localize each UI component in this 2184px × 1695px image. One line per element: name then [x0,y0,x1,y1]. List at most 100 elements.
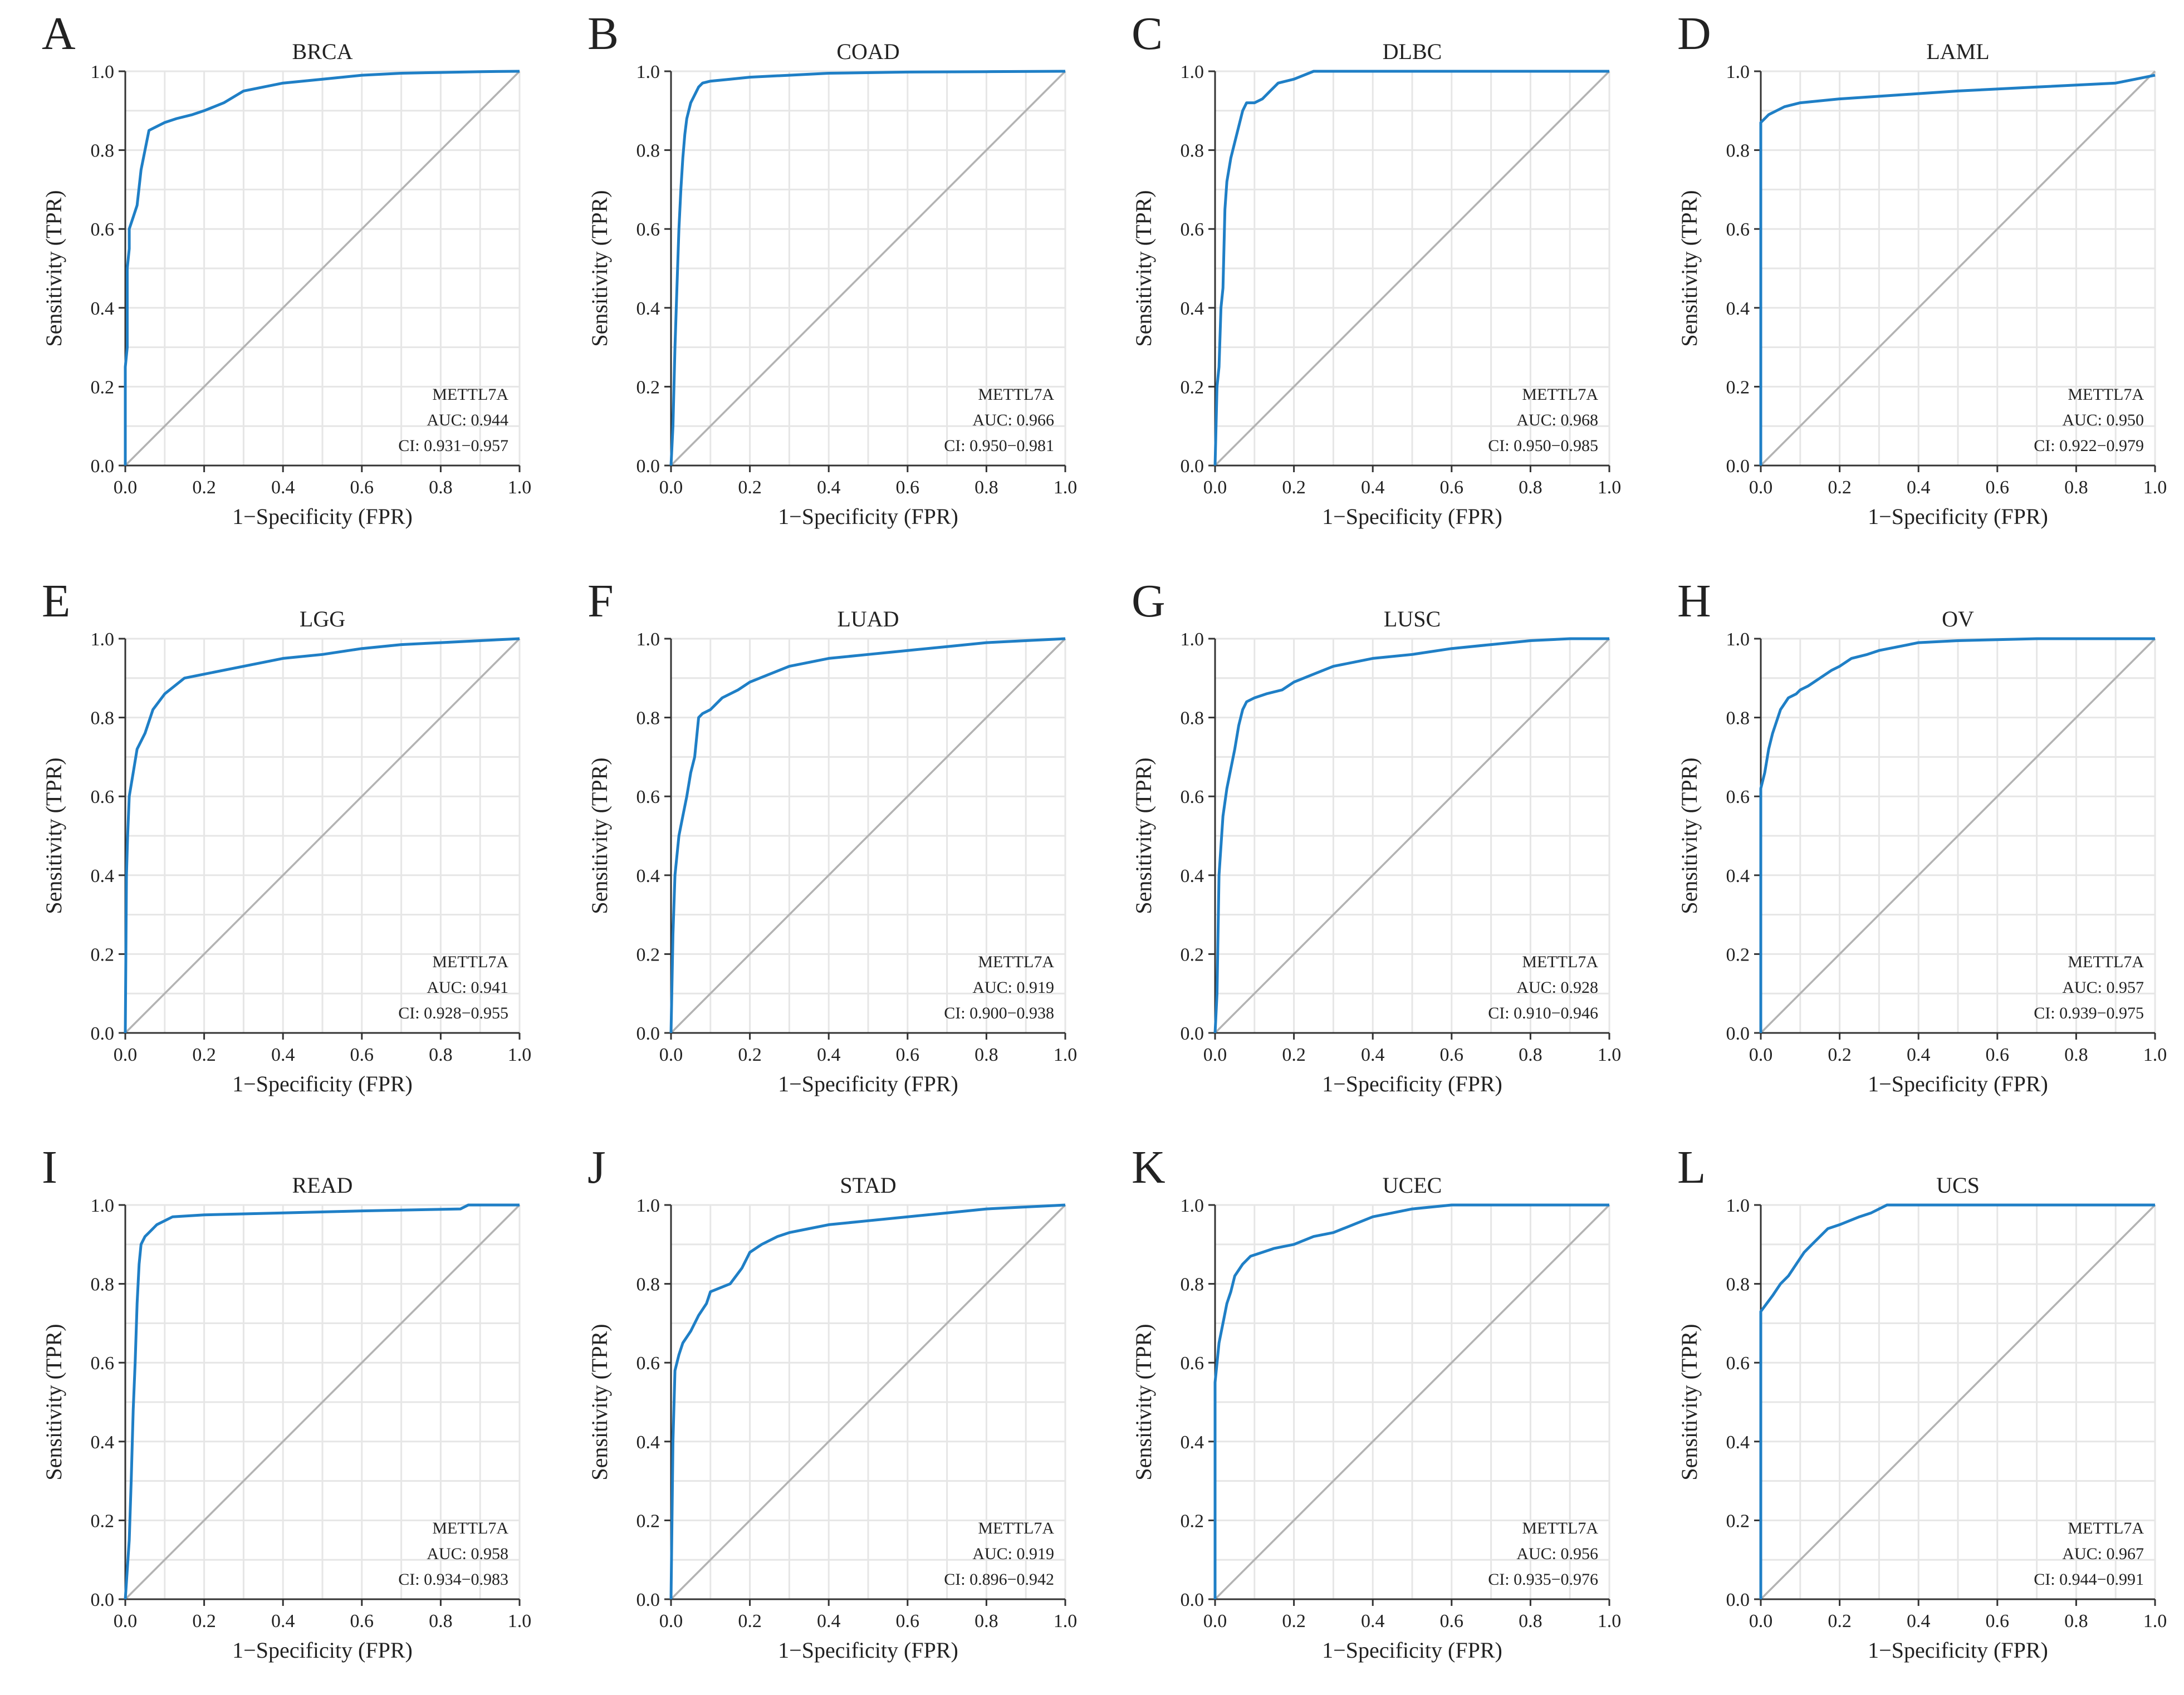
x-tick-label: 0.6 [1440,1045,1464,1065]
y-tick-label: 0.0 [1181,456,1204,477]
annotation-ci: CI: 0.910−0.946 [1488,1004,1598,1022]
x-tick-label: 0.4 [271,1045,295,1065]
panel-letter: L [1677,1142,1706,1193]
panel-e: 0.00.0 0.2 0.2 0.4 0.4 0.6 0.6 0.8 0.8 1.0 1.0 E LGG… [41,575,531,1096]
y-tick-label: 0.2 [91,1511,115,1531]
y-tick-label: 0.8 [636,1275,660,1295]
x-tick-label: 0.6 [896,1611,920,1632]
y-tick-label: 0.6 [91,1353,115,1374]
annotation-ci: CI: 0.935−0.976 [1488,1570,1598,1589]
annotation-gene: METTL7A [2068,385,2144,404]
x-axis-label: 1−Specificity (FPR) [1868,1638,2048,1663]
y-tick-label: 0.2 [91,944,115,965]
x-tick-label: 0.8 [975,1611,998,1632]
y-tick-label: 0.6 [1181,219,1204,240]
roc-curve-line [1213,70,1609,466]
y-tick-label: 0.4 [636,1432,660,1453]
annotation-auc: AUC: 0.956 [1516,1545,1598,1563]
y-axis-label: Sensitivity (TPR) [1131,190,1156,346]
panel-letter: B [587,8,619,60]
y-axis-label: Sensitivity (TPR) [587,1324,612,1480]
y-tick-label: 0.0 [91,1590,115,1610]
x-tick-label: 0.0 [1749,1045,1773,1065]
x-tick-label: 0.4 [1907,477,1931,498]
x-tick-label: 1.0 [508,1045,532,1065]
annotation-ci: CI: 0.931−0.957 [398,437,508,455]
x-tick-label: 0.6 [1986,477,2010,498]
x-tick-label: 0.8 [2064,1045,2088,1065]
x-tick-label: 1.0 [1598,1611,1622,1632]
x-tick-label: 1.0 [1054,1611,1078,1632]
panel-letter: D [1677,8,1711,60]
y-tick-label: 0.2 [636,377,660,398]
y-axis-label: Sensitivity (TPR) [1677,190,1702,346]
reference-diagonal [670,70,1066,467]
panel-c: 0.00.0 0.2 0.2 0.4 0.4 0.6 0.6 0.8 0.8 1.0 1.0 C DLB… [1131,8,1621,529]
panel-k: 0.00.0 0.2 0.2 0.4 0.4 0.6 0.6 0.8 0.8 1.0 1.0 K UCE… [1131,1142,1621,1663]
y-axis-label: Sensitivity (TPR) [1677,1324,1702,1480]
y-tick-label: 1.0 [636,62,660,82]
x-tick-label: 0.8 [1519,1045,1542,1065]
x-tick-label: 0.6 [1440,1611,1464,1632]
panel-title: UCS [1936,1173,1980,1198]
annotation-auc: AUC: 0.944 [427,411,508,429]
panel-letter: J [587,1142,606,1193]
x-tick-label: 1.0 [1054,1045,1078,1065]
panel-title: BRCA [292,39,353,64]
panel-letter: F [587,575,614,627]
panel-title: LAML [1926,39,1989,64]
x-tick-label: 0.0 [659,1611,683,1632]
x-tick-label: 0.2 [1282,477,1306,498]
y-tick-label: 0.8 [636,708,660,729]
panel-letter: I [42,1142,57,1193]
reference-diagonal [124,70,521,467]
panel-title: STAD [840,1173,896,1198]
y-tick-label: 0.8 [1181,141,1204,161]
x-tick-label: 0.0 [1203,1045,1227,1065]
y-tick-label: 0.0 [1726,1023,1750,1044]
x-tick-label: 0.6 [1986,1045,2010,1065]
y-tick-label: 1.0 [636,1196,660,1216]
x-tick-label: 0.4 [1361,1045,1385,1065]
annotation-gene: METTL7A [432,953,508,971]
x-tick-label: 0.0 [114,1045,138,1065]
reference-diagonal [124,1204,521,1600]
roc-curve-line [124,1203,520,1600]
y-tick-label: 0.6 [1181,787,1204,807]
x-tick-label: 0.4 [817,1611,841,1632]
roc-curve-line [1213,637,1609,1033]
x-tick-label: 0.4 [271,1611,295,1632]
y-tick-label: 0.2 [636,944,660,965]
y-tick-label: 0.6 [636,787,660,807]
y-tick-label: 0.4 [1726,1432,1750,1453]
x-axis-label: 1−Specificity (FPR) [232,1071,413,1096]
annotation-auc: AUC: 0.968 [1516,411,1598,429]
x-tick-label: 0.8 [975,1045,998,1065]
x-tick-label: 0.0 [659,1045,683,1065]
panel-letter: C [1132,8,1163,60]
y-tick-label: 0.4 [636,298,660,319]
reference-diagonal [1214,70,1610,467]
annotation-gene: METTL7A [2068,953,2144,971]
x-tick-label: 0.8 [2064,477,2088,498]
x-axis-label: 1−Specificity (FPR) [1868,1071,2048,1096]
x-axis-label: 1−Specificity (FPR) [232,504,413,529]
x-tick-label: 0.6 [1440,477,1464,498]
x-tick-label: 0.2 [1282,1045,1306,1065]
y-tick-label: 0.6 [1726,1353,1750,1374]
y-tick-label: 0.6 [91,787,115,807]
y-tick-label: 0.4 [1726,866,1750,886]
y-tick-label: 0.2 [1726,377,1750,398]
y-tick-label: 0.4 [636,866,660,886]
annotation-auc: AUC: 0.958 [427,1545,508,1563]
roc-curve-line [669,70,1066,466]
annotation-ci: CI: 0.950−0.981 [944,437,1054,455]
annotation-ci: CI: 0.896−0.942 [944,1570,1054,1589]
panel-title: READ [292,1173,353,1198]
annotation-gene: METTL7A [2068,1519,2144,1537]
y-tick-label: 0.6 [636,219,660,240]
x-axis-label: 1−Specificity (FPR) [1322,1638,1502,1663]
x-tick-label: 0.8 [429,1045,453,1065]
panel-title: LGG [300,606,345,631]
roc-curve-line [1213,1203,1609,1599]
